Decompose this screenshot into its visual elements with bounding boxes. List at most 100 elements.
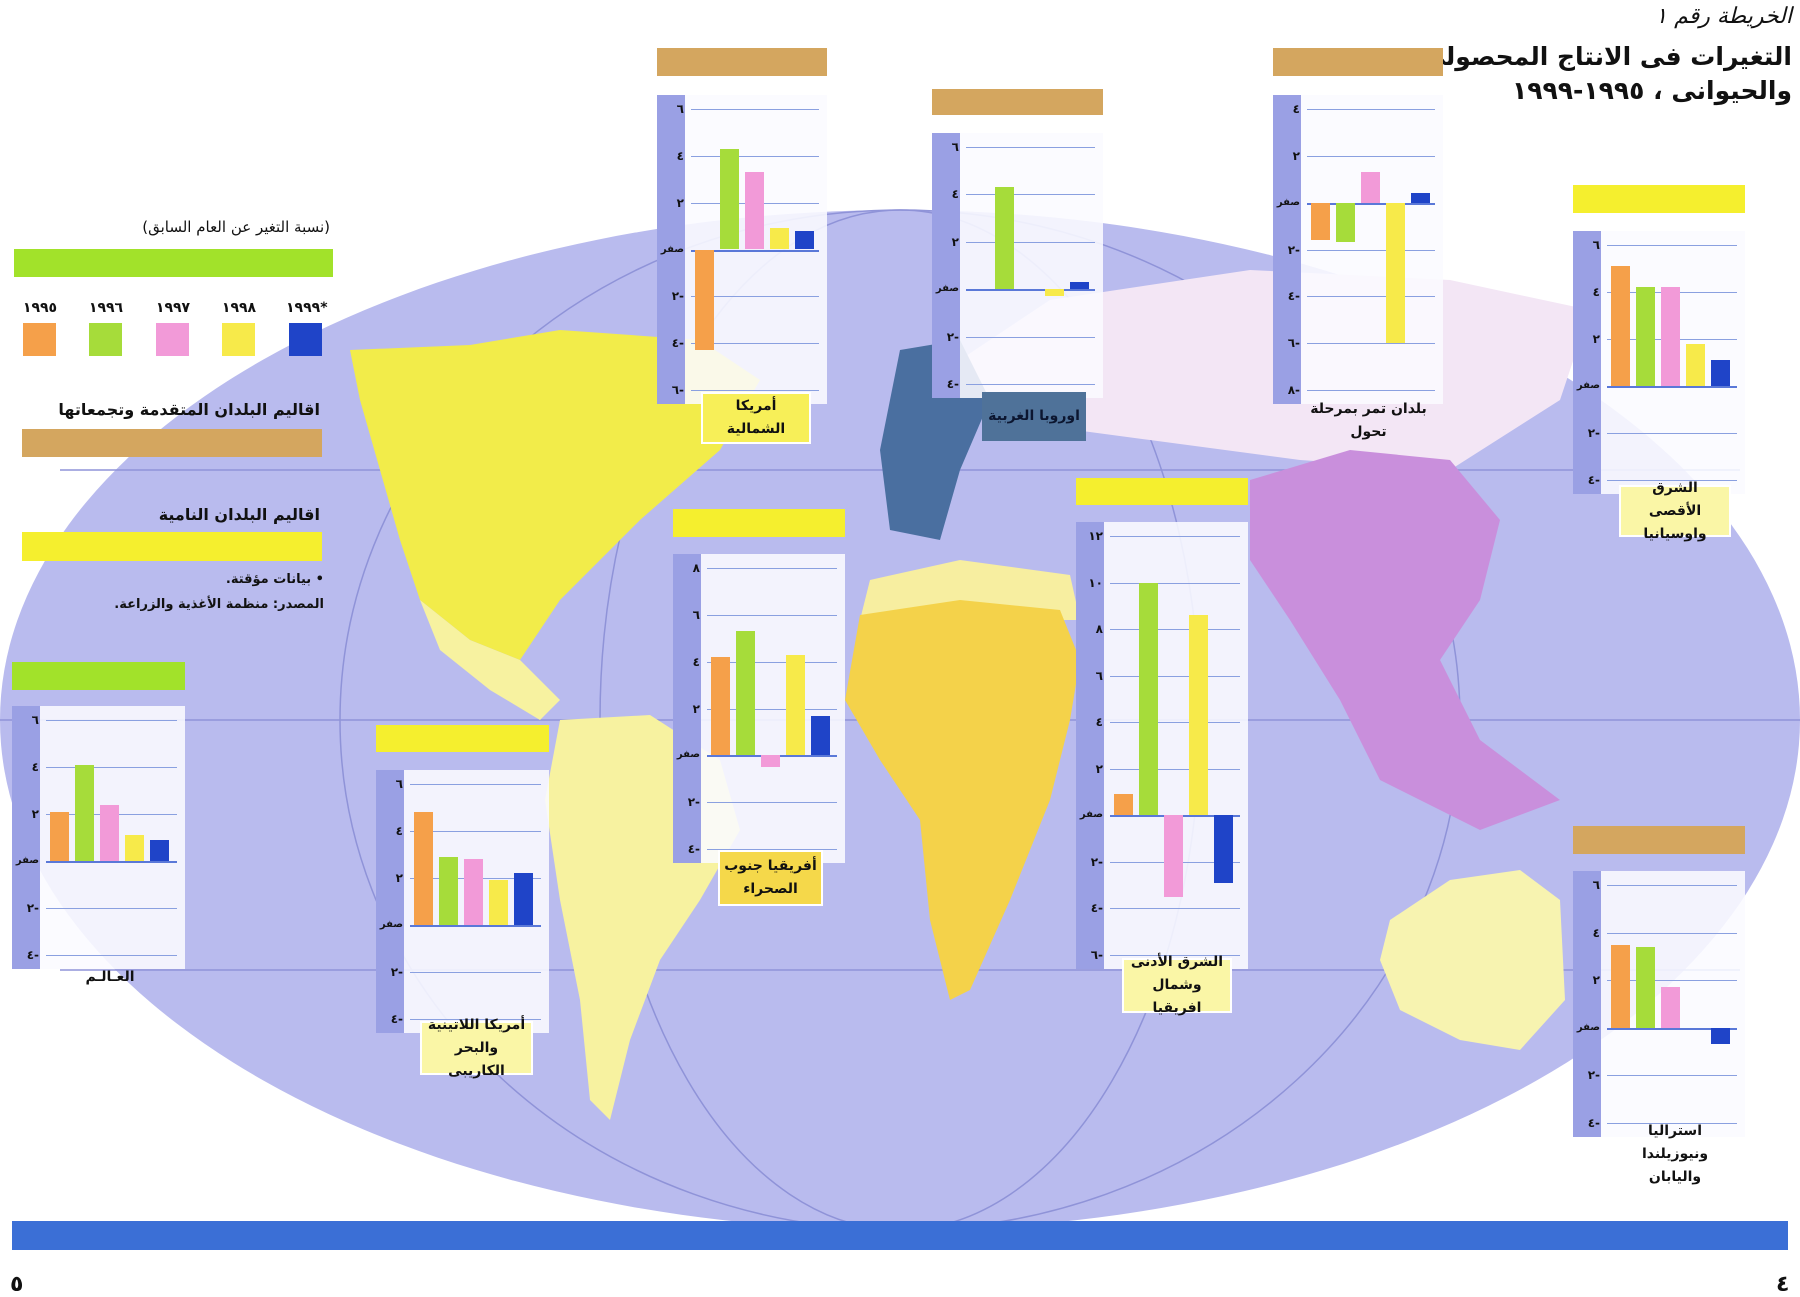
- y-tick-label: ٤-: [687, 842, 700, 856]
- gridline: [1110, 675, 1240, 677]
- y-tick-label: ٢-: [1587, 1068, 1600, 1083]
- bar-1996: [736, 631, 755, 756]
- chart-region-label: أمريكا اللاتينية والبحر الكاريبى: [420, 1017, 533, 1079]
- bar-1997: [1164, 815, 1183, 897]
- legend-developing-label: اقاليم البلدان النامية: [158, 505, 320, 524]
- chart-header-bar: [657, 48, 827, 76]
- y-tick-label: ٤: [395, 824, 403, 838]
- legend-world-bar: [14, 249, 333, 277]
- y-tick-label: صفر: [15, 855, 39, 866]
- y-tick-label: ٤-: [1587, 473, 1600, 487]
- bottom-band: [12, 1221, 1788, 1250]
- zero-line: [966, 289, 1095, 292]
- y-tick-label: ٤-: [1287, 289, 1300, 304]
- gridline: [1110, 722, 1240, 724]
- gridline: [1110, 908, 1240, 910]
- y-axis: [376, 770, 404, 1033]
- chart-header-bar: [1273, 48, 1443, 76]
- gridline: [691, 155, 819, 157]
- page-number-left: ٥: [10, 1272, 24, 1297]
- zero-line: [691, 249, 819, 252]
- zero-line: [46, 861, 177, 863]
- y-tick-label: ٤: [1592, 925, 1600, 940]
- y-tick-label: ٤: [1095, 715, 1103, 730]
- y-tick-label: ٤-: [1587, 1116, 1600, 1130]
- bar-1995: [695, 249, 714, 351]
- region-bar-chart: ٤ ٢ صفر ٢- ٤- ٦- ٨-: [1273, 95, 1443, 404]
- bar-1999: [1711, 360, 1730, 386]
- bar-1997: [1661, 287, 1680, 386]
- y-tick-label: صفر: [660, 243, 684, 255]
- bar-1996: [995, 187, 1014, 290]
- gridline: [1607, 885, 1737, 886]
- legend-developed-bar: [22, 429, 322, 457]
- y-tick-label: صفر: [676, 749, 700, 761]
- legend-swatch-1997: [156, 323, 189, 356]
- bar-1999: [795, 230, 814, 250]
- gridline: [966, 194, 1095, 196]
- zero-line: [410, 925, 541, 927]
- map-number: الخريطة رقم ١: [1655, 4, 1792, 29]
- provisional-note: • بيانات مؤقتة.: [225, 572, 324, 587]
- bar-1995: [50, 811, 69, 861]
- chart-header-bar: [1573, 185, 1745, 213]
- gridline: [46, 955, 177, 956]
- y-tick-label: ٦-: [1287, 336, 1300, 351]
- gridline: [1607, 1123, 1737, 1124]
- y-tick-label: ٢: [676, 195, 684, 210]
- legend-year-1995: ١٩٩٥: [22, 300, 58, 316]
- chart-header-bar: [673, 509, 845, 537]
- legend-developed-label: اقاليم البلدان المتقدمة وتجمعاتها: [58, 400, 320, 419]
- gridline: [1307, 109, 1435, 110]
- legend-developing-bar: [22, 532, 322, 561]
- gridline: [966, 147, 1095, 148]
- chart-region-label: استراليا ونيوزيلندا واليابان: [1641, 1122, 1709, 1185]
- gridline: [1110, 536, 1240, 537]
- bar-1998: [125, 835, 144, 861]
- y-axis: [657, 95, 685, 404]
- y-tick-label: ٤: [951, 187, 959, 202]
- gridline: [966, 336, 1095, 338]
- bar-1998: [786, 654, 805, 756]
- gridline: [46, 767, 177, 768]
- y-tick-label: ٢: [951, 234, 959, 249]
- gridline: [966, 384, 1095, 385]
- gridline: [1607, 980, 1737, 982]
- gridline: [1110, 955, 1240, 956]
- source-note: المصدر: منظمة الأغذية والزراعة.: [114, 597, 324, 612]
- region-bar-chart: ٦ ٤ ٢ صفر ٢- ٤-: [376, 770, 549, 1033]
- y-tick-label: ٨: [692, 561, 700, 575]
- y-tick-label: ٨-: [1287, 383, 1300, 397]
- bar-1998: [1686, 343, 1705, 386]
- y-tick-label: ٢: [1592, 973, 1600, 988]
- chart-region-label: الشرق الأقصى واوسيانيا: [1619, 480, 1731, 542]
- gridline: [1307, 390, 1435, 391]
- bar-1997: [464, 859, 483, 925]
- gridline: [1607, 433, 1737, 434]
- y-tick-label: ٦: [1592, 238, 1600, 252]
- y-tick-label: ٤-: [390, 1012, 403, 1026]
- legend-year-1996: ١٩٩٦: [88, 300, 124, 316]
- legend-year-1998: ١٩٩٨: [221, 300, 257, 316]
- legend-swatch-1998: [222, 323, 255, 356]
- bar-1999: [1214, 815, 1233, 883]
- legend-year-1999: ١٩٩٩*: [286, 300, 328, 316]
- y-axis: [1273, 95, 1301, 404]
- y-tick-label: ٦: [1592, 878, 1600, 892]
- y-tick-label: ٢: [31, 807, 39, 821]
- bar-1998: [489, 880, 508, 925]
- gridline: [46, 908, 177, 909]
- y-tick-label: ٢-: [671, 289, 684, 304]
- bar-1998: [1189, 615, 1208, 816]
- region-australia: [1380, 870, 1565, 1050]
- bar-1995: [711, 656, 730, 756]
- gridline: [707, 802, 837, 804]
- bar-1999: [1711, 1027, 1730, 1045]
- y-tick-label: ٤-: [26, 948, 39, 962]
- y-tick-label: ٢: [395, 871, 403, 885]
- gridline: [1607, 1075, 1737, 1077]
- bar-1998: [1386, 202, 1405, 344]
- y-tick-label: ٦-: [671, 383, 684, 397]
- bar-1997: [745, 172, 764, 250]
- gridline: [410, 1019, 541, 1020]
